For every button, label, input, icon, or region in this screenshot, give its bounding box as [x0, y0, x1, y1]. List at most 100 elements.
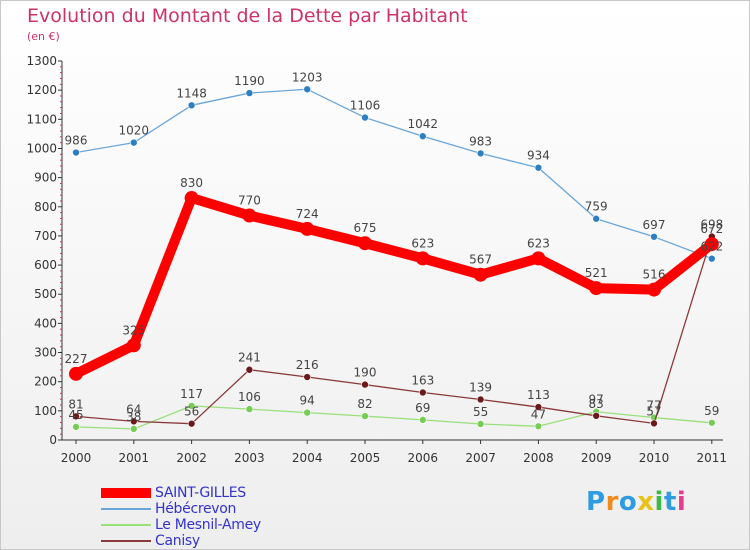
- data-label: 1042: [408, 117, 439, 131]
- y-tick-label: 600: [34, 258, 57, 272]
- data-label: 1148: [176, 86, 207, 100]
- legend-label: Hébécrevon: [155, 501, 237, 517]
- x-tick-label: 2009: [581, 451, 612, 465]
- data-point: [303, 85, 312, 94]
- data-label: 94: [300, 394, 315, 408]
- data-point: [361, 412, 369, 420]
- logo-letter: i: [654, 487, 664, 517]
- data-label: 97: [589, 393, 604, 407]
- data-label: 516: [643, 268, 666, 282]
- y-tick-label: 400: [34, 316, 57, 330]
- data-point: [650, 419, 658, 428]
- data-label: 216: [296, 358, 319, 372]
- data-label: 698: [700, 218, 723, 232]
- data-point: [126, 338, 141, 353]
- y-tick-label: 100: [34, 404, 57, 418]
- y-tick-label: 200: [34, 375, 57, 389]
- data-point: [592, 214, 601, 223]
- y-tick-label: 700: [34, 229, 57, 243]
- data-label: 623: [527, 236, 550, 250]
- data-label: 325: [122, 323, 145, 337]
- data-point: [704, 237, 719, 252]
- data-label: 190: [354, 366, 377, 380]
- data-point: [534, 422, 543, 431]
- data-label: 38: [126, 410, 141, 424]
- x-tick-label: 2003: [234, 451, 265, 465]
- y-tick-label: 900: [34, 171, 57, 185]
- data-label: 1190: [234, 74, 265, 88]
- data-label: 82: [357, 397, 372, 411]
- data-point: [589, 281, 604, 296]
- data-label: 697: [643, 218, 666, 232]
- y-tick-label: 1000: [26, 141, 57, 155]
- data-point: [473, 267, 488, 282]
- data-label: 117: [180, 387, 203, 401]
- data-point: [476, 149, 485, 158]
- x-tick-label: 2005: [350, 451, 381, 465]
- chart-unit-label: (en €): [27, 30, 60, 43]
- x-tick-label: 2001: [119, 451, 150, 465]
- data-label: 69: [415, 401, 430, 415]
- data-label: 1020: [119, 124, 150, 138]
- legend-swatch: [101, 508, 151, 510]
- data-label: 986: [65, 134, 88, 148]
- legend-swatch: [101, 540, 151, 542]
- data-point: [361, 113, 369, 122]
- data-point: [650, 232, 658, 241]
- data-label: 77: [646, 399, 661, 413]
- data-point: [418, 388, 427, 397]
- data-label: 830: [180, 176, 203, 190]
- legend-label: Canisy: [155, 533, 200, 549]
- data-label: 163: [411, 373, 434, 387]
- data-label: 83: [589, 397, 604, 411]
- data-label: 57: [646, 404, 661, 418]
- data-point: [647, 282, 661, 297]
- data-label: 56: [184, 405, 199, 419]
- data-point: [245, 89, 254, 97]
- legend-swatch: [101, 488, 151, 498]
- data-point: [130, 417, 138, 426]
- data-point: [592, 412, 601, 420]
- data-point: [476, 395, 485, 404]
- data-label: 139: [469, 380, 492, 394]
- series-3: [72, 232, 716, 428]
- series-2: [72, 402, 716, 433]
- data-point: [184, 191, 199, 206]
- series-line: [75, 88, 713, 260]
- data-label: 64: [126, 402, 141, 416]
- series-line: [75, 405, 713, 430]
- data-label: 567: [469, 253, 492, 267]
- logo-letter: o: [618, 487, 638, 517]
- x-tick-label: 2004: [292, 451, 323, 465]
- y-tick-label: 800: [34, 200, 57, 214]
- data-label: 45: [68, 408, 83, 422]
- data-point: [476, 420, 485, 428]
- data-point: [187, 419, 196, 428]
- legend-label: SAINT-GILLES: [155, 485, 246, 501]
- data-point: [130, 138, 138, 147]
- data-point: [187, 402, 196, 410]
- data-label: 622: [700, 240, 723, 254]
- data-point: [72, 423, 80, 431]
- data-label: 59: [704, 404, 719, 418]
- data-point: [303, 408, 312, 417]
- y-tick-label: 300: [34, 346, 57, 360]
- data-point: [707, 254, 716, 263]
- x-tick-label: 2000: [61, 451, 92, 465]
- data-label: 241: [238, 351, 261, 365]
- x-tick-label: 2002: [176, 451, 207, 465]
- chart-title: Evolution du Montant de la Dette par Hab…: [27, 5, 468, 27]
- data-label: 675: [354, 221, 377, 235]
- x-tick-label: 2006: [408, 451, 439, 465]
- data-label: 55: [473, 405, 488, 419]
- y-tick-label: 1200: [26, 83, 57, 97]
- legend-label: Le Mesnil-Amey: [155, 517, 261, 533]
- data-label: 623: [411, 236, 434, 250]
- y-tick-label: 500: [34, 287, 57, 301]
- data-point: [130, 425, 138, 433]
- data-label: 521: [585, 266, 608, 280]
- data-point: [72, 148, 80, 157]
- data-point: [242, 208, 257, 223]
